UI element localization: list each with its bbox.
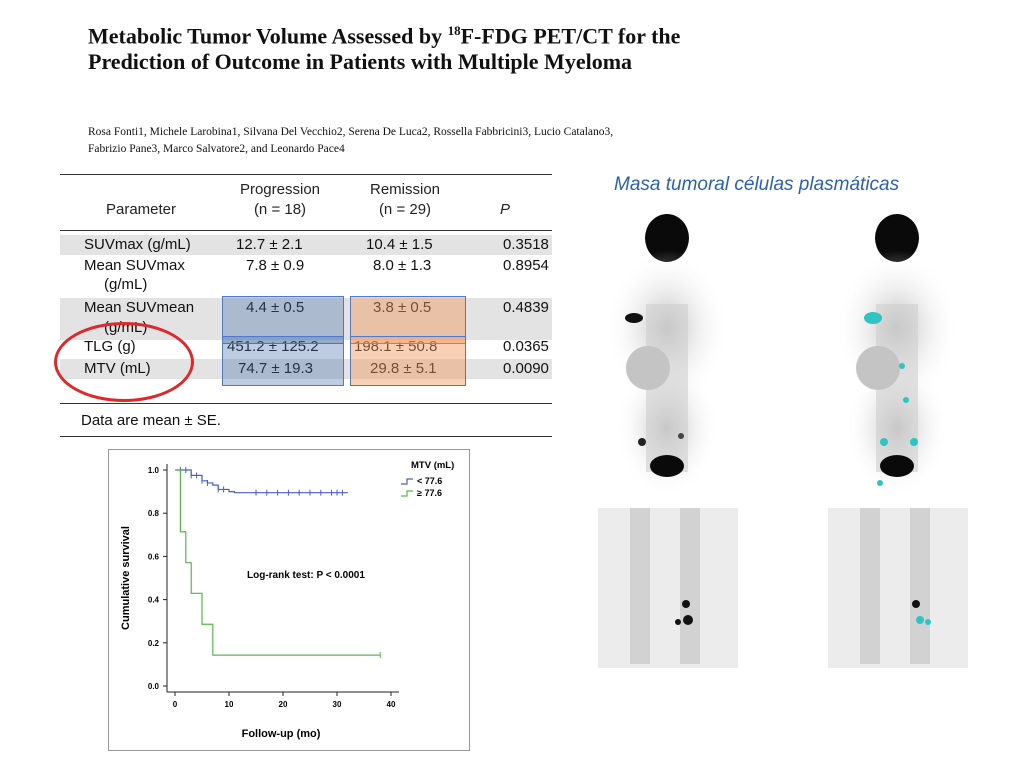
x-tick-label: 10 xyxy=(225,700,234,709)
table-cell-param: Mean SUVmean xyxy=(84,299,195,316)
highlight-box-progression-volume xyxy=(222,336,344,386)
legend-label: ≥ 77.6 xyxy=(417,488,442,498)
header-progression-n: (n = 18) xyxy=(253,201,307,218)
y-axis-label: Cumulative survival xyxy=(120,526,132,630)
y-tick-label: 0.6 xyxy=(148,552,160,561)
y-tick-label: 0.2 xyxy=(148,639,160,648)
y-tick-label: 0.4 xyxy=(148,596,160,605)
author-line-2: Fabrizio Pane3, Marco Salvatore2, and Le… xyxy=(88,143,345,155)
table-bottom-rule xyxy=(60,436,552,437)
table-top-rule xyxy=(60,174,552,175)
table-cell-remission: 10.4 ± 1.5 xyxy=(366,236,433,253)
table-cell-p: 0.0090 xyxy=(503,360,549,377)
survival-curve-high-mtv xyxy=(175,469,381,656)
legend-swatch xyxy=(401,490,413,497)
header-p: P xyxy=(499,201,510,218)
table-cell-progression: 7.8 ± 0.9 xyxy=(246,257,305,274)
survival-chart-frame: 0.0 0.2 0.4 0.6 0.8 1.0 0 10 20 30 40 Cumulative … xyxy=(108,449,470,751)
table-cell-p: 0.0365 xyxy=(503,338,549,355)
x-tick-label: 30 xyxy=(333,700,342,709)
x-axis-label: Follow-up (mo) xyxy=(242,728,321,740)
bladder-uptake xyxy=(880,455,914,477)
slide-caption: Masa tumoral células plasmáticas xyxy=(614,174,900,195)
table-cell-p: 0.4839 xyxy=(503,299,549,316)
pet-body-b xyxy=(828,214,968,668)
legend-swatch xyxy=(401,478,413,485)
pet-ct-images xyxy=(588,208,978,670)
legend-title: MTV (mL) xyxy=(411,460,454,471)
table-cell-remission: 29.8 ± 5.1 xyxy=(370,360,437,377)
title-part-1: Metabolic Tumor Volume Assessed by xyxy=(88,23,448,49)
y-tick-label: 0.0 xyxy=(148,682,160,691)
y-tick-label: 0.8 xyxy=(148,509,160,518)
legend-label: < 77.6 xyxy=(417,476,442,486)
table-cell-remission: 198.1 ± 50.8 xyxy=(354,338,438,355)
table-cell-param-unit: (g/mL) xyxy=(104,276,148,293)
x-tick-label: 0 xyxy=(173,700,178,709)
survival-chart: 0.0 0.2 0.4 0.6 0.8 1.0 0 10 20 30 40 Cumulative … xyxy=(120,460,454,740)
table-cell-p: 0.8954 xyxy=(503,257,549,274)
bladder-uptake xyxy=(650,455,684,477)
header-remission: Remission xyxy=(369,181,441,198)
head-uptake xyxy=(875,214,919,262)
survival-curve-low-mtv xyxy=(175,469,348,494)
author-list: Rosa Fonti1, Michele Larobina1, Silvana … xyxy=(88,124,688,158)
x-tick-label: 40 xyxy=(387,700,396,709)
header-progression: Progression xyxy=(239,181,321,198)
table-note: Data are mean ± SE. xyxy=(81,412,221,429)
header-remission-n: (n = 29) xyxy=(378,201,432,218)
table-cell-progression: 12.7 ± 2.1 xyxy=(236,236,303,253)
y-tick-label: 1.0 xyxy=(148,466,160,475)
title-superscript: 18 xyxy=(447,23,461,38)
title-part-2: F-FDG PET/CT for the Prediction of Outco… xyxy=(88,23,681,75)
highlight-box-remission-volume xyxy=(350,336,466,386)
head-uptake xyxy=(645,214,689,262)
table-cell-remission: 3.8 ± 0.5 xyxy=(373,299,432,316)
table-note-rule xyxy=(60,403,552,404)
x-tick-label: 20 xyxy=(279,700,288,709)
lesion-dark xyxy=(625,313,643,323)
chart-annotation: Log-rank test: P < 0.0001 xyxy=(247,570,365,581)
red-highlight-oval xyxy=(54,322,194,402)
table-cell-remission: 8.0 ± 1.3 xyxy=(373,257,432,274)
header-parameter: Parameter xyxy=(105,201,177,218)
lesion-cyan xyxy=(864,312,882,324)
table-header-rule xyxy=(60,230,552,231)
table-cell-p: 0.3518 xyxy=(503,236,549,253)
pet-body-a xyxy=(598,214,738,668)
table-cell-progression: 451.2 ± 125.2 xyxy=(227,338,319,355)
author-line-1: Rosa Fonti1, Michele Larobina1, Silvana … xyxy=(88,126,614,138)
paper-title: Metabolic Tumor Volume Assessed by 18F-F… xyxy=(88,18,688,75)
row-shade-1 xyxy=(60,235,552,255)
table-cell-param: Mean SUVmax xyxy=(84,257,185,274)
table-cell-progression: 74.7 ± 19.3 xyxy=(238,360,313,377)
table-cell-param: SUVmax (g/mL) xyxy=(84,236,191,253)
table-cell-progression: 4.4 ± 0.5 xyxy=(246,299,305,316)
